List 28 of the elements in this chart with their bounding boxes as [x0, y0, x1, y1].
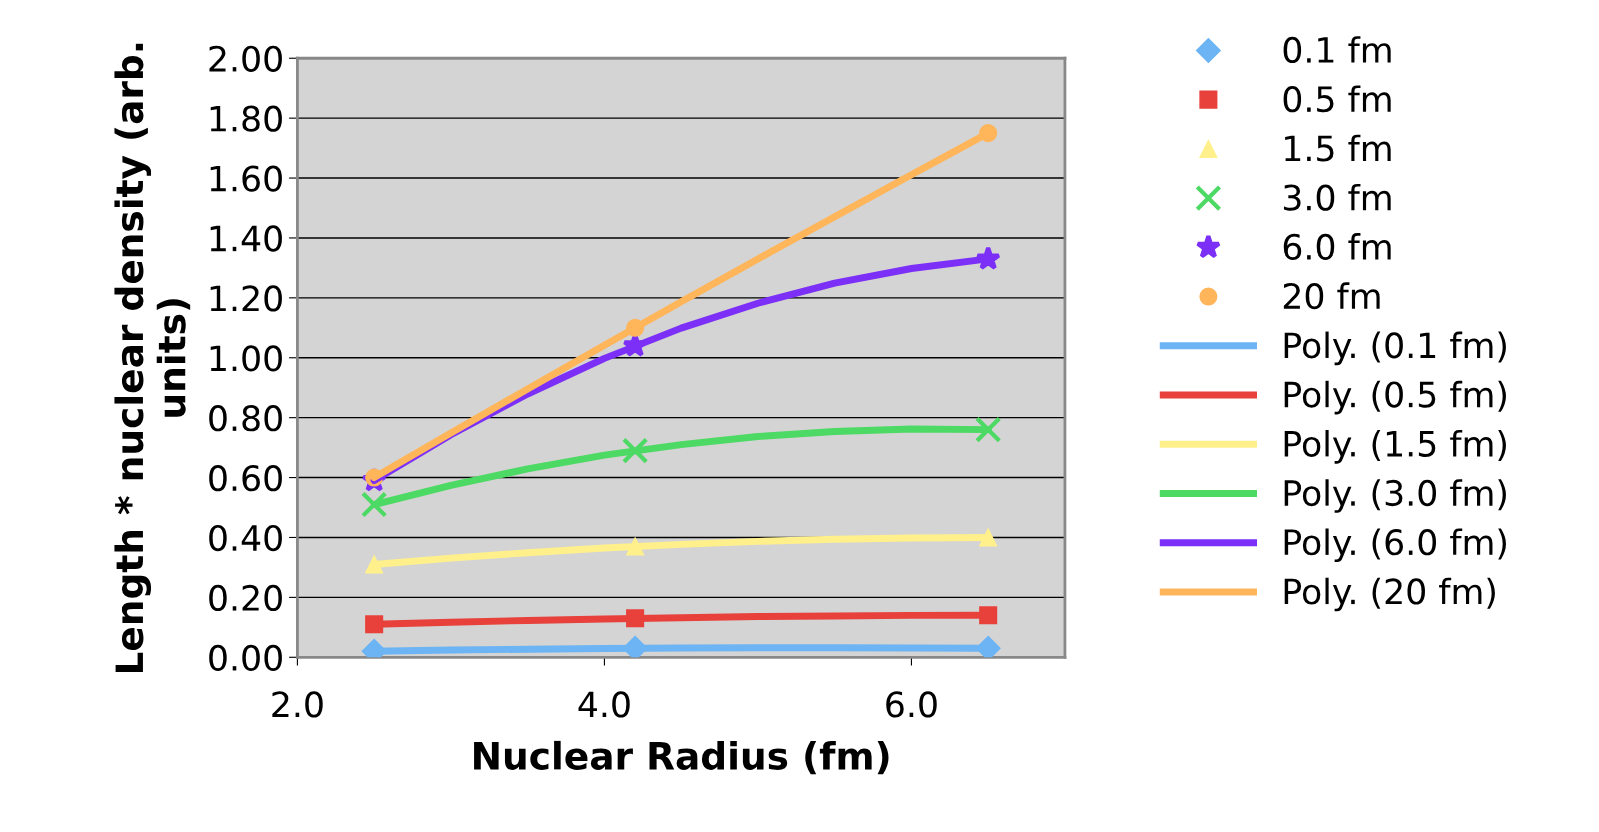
legend-label: 1.5 fm: [1285, 134, 1391, 162]
legend-label: 3.0 fm: [1283, 183, 1391, 211]
legend-label: 6.0 fm: [1283, 233, 1391, 260]
legend-label: 0.1 fm: [1283, 36, 1391, 64]
x-tick-label: 6.0: [886, 691, 937, 718]
y-tick-label: 0.20: [209, 584, 282, 612]
x-tick-label: 4.0: [578, 691, 630, 718]
legend-label: 20 fm: [1283, 282, 1380, 310]
y-tick-label: 1.00: [210, 345, 282, 372]
y-tick-label: 0.60: [209, 464, 282, 492]
y-tick-label: 0.80: [209, 405, 282, 432]
x-tick-label: 2.0: [272, 691, 323, 718]
y-tick-label: 1.40: [210, 225, 282, 252]
legend-label: Poly. (0.1 fm): [1284, 331, 1506, 366]
y-tick-label: 0.40: [209, 524, 282, 552]
y-axis-title: Length * nuclear density (arb. units): [114, 43, 191, 673]
y-tick-label: 2.00: [209, 45, 282, 72]
legend-label: Poly. (20 fm): [1284, 577, 1495, 612]
y-tick-label: 1.80: [210, 105, 282, 132]
legend-label: 0.5 fm: [1283, 85, 1391, 113]
legend-label: Poly. (1.5 fm): [1284, 430, 1506, 464]
x-axis-title: Nuclear Radius (fm): [474, 740, 889, 775]
legend-label: Poly. (0.5 fm): [1284, 380, 1506, 415]
y-tick-label: 1.20: [210, 285, 282, 312]
legend-label: Poly. (3.0 fm): [1284, 479, 1506, 513]
legend-label: Poly. (6.0 fm): [1284, 528, 1506, 563]
y-tick-label: 1.60: [210, 165, 282, 192]
y-tick-label: 0.00: [209, 644, 282, 671]
